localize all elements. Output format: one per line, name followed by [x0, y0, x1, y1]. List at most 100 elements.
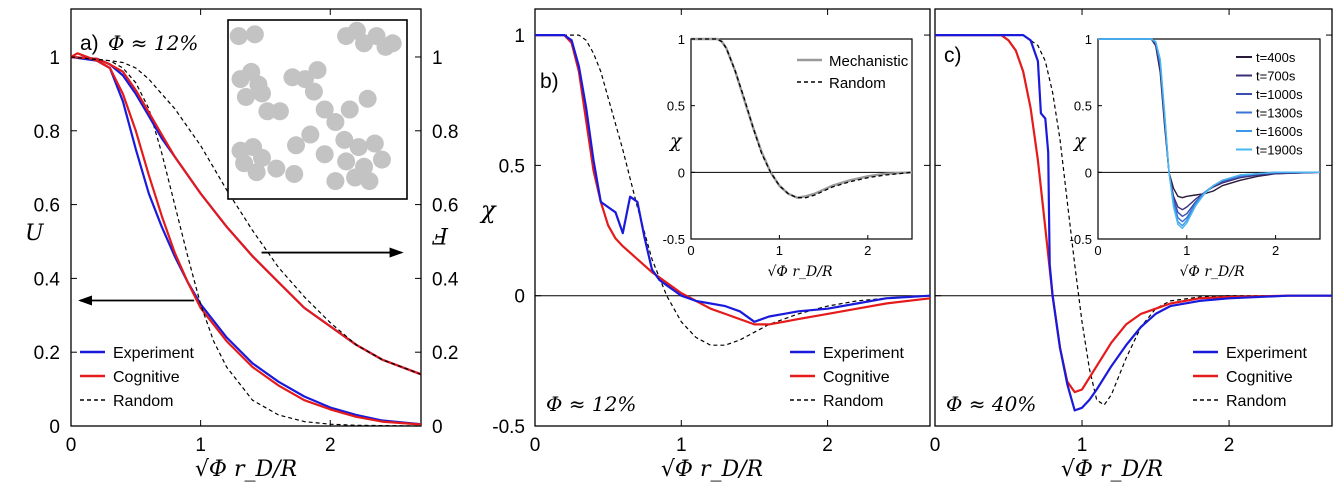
particle	[295, 70, 314, 89]
legend-label-cognitive: Cognitive	[1226, 369, 1293, 386]
y-tick-label-right: 0.4	[432, 269, 459, 290]
panel-b-ylabel: χ	[479, 196, 497, 224]
particle	[372, 150, 391, 169]
inset-y-tick-label: 1	[1085, 32, 1092, 47]
particle	[383, 34, 402, 53]
panel-b-inset-xlabel: √Φ r_D/R	[767, 264, 832, 280]
y-tick-label-left: 0.6	[34, 196, 60, 217]
panel-c-xlabel: √Φ r_D/R	[1061, 457, 1163, 482]
series-experiment	[935, 33, 1332, 412]
particle	[285, 164, 304, 183]
x-tick-label: 2	[822, 435, 833, 456]
inset-y-tick-label: 0.5	[1074, 99, 1092, 114]
panel-b-frame	[534, 8, 931, 427]
legend-label-cognitive: Cognitive	[113, 369, 180, 386]
inset-x-tick-label: 2	[1272, 243, 1279, 258]
panel-c-inset-frame	[1097, 38, 1321, 240]
particle	[308, 61, 327, 80]
inset-y-tick-label: -0.5	[663, 232, 685, 247]
inset-series-random	[691, 38, 913, 199]
panel-c-inset-xlabel: √Φ r_D/R	[1179, 264, 1244, 280]
x-tick-label: 0	[530, 435, 541, 456]
y-tick-label-left: 1	[49, 48, 60, 69]
panel-b-inset-legend: Mechanistic Random	[797, 53, 909, 92]
panel-b-inset: 0 1 2-0.500.51 χ √Φ r_D/R Mechanistic Rand…	[663, 32, 913, 280]
panel-a-ylabel-left: U	[25, 221, 45, 246]
panel-c-inset-axes: 0 1 2-0.500.51	[1070, 32, 1320, 258]
series-cognitive	[535, 33, 931, 326]
particle	[337, 152, 356, 171]
panel-b-inset-frame	[690, 38, 913, 240]
inset-x-tick-label: 1	[1183, 243, 1190, 258]
particle	[245, 25, 264, 44]
panel-c-annotation: Φ ≈ 40%	[946, 392, 1036, 416]
panel-b-inset-lines	[691, 37, 913, 199]
y-tick-label-right: 0	[432, 417, 443, 438]
panel-b-annotation: Φ ≈ 12%	[546, 392, 636, 416]
particle	[253, 148, 272, 167]
legend-label-t-700s: t=700s	[1256, 69, 1296, 84]
series-random-f	[70, 56, 422, 375]
series-random	[935, 34, 1332, 406]
panel-c-label: c)	[944, 44, 962, 67]
y-tick-label-left: 0.4	[34, 269, 61, 290]
particle	[236, 87, 255, 106]
particle	[235, 154, 254, 173]
panel-c-inset: 0 1 2-0.500.51 χ √Φ r_D/R t=400st=700st=10…	[1070, 32, 1321, 280]
panel-a-frame	[70, 8, 422, 427]
particle	[349, 138, 368, 157]
x-tick-label: 2	[1224, 435, 1235, 456]
series-cognitive-f	[70, 55, 422, 376]
panel-a-legend: Experiment Cognitive Random	[80, 345, 194, 410]
particle	[340, 100, 359, 119]
particle	[270, 102, 289, 121]
panel-a-label: a)	[80, 32, 99, 55]
particle	[304, 82, 323, 101]
panel-a-axes: 0 1 20 00.2 0.20.4 0.40.6 0.60.8 0.81 1	[34, 9, 459, 456]
series-cognitive-u	[70, 52, 422, 426]
y-tick-label-right: 0.2	[432, 343, 458, 364]
inset-y-tick-label: 0.5	[667, 99, 685, 114]
particle	[335, 130, 354, 149]
inset-x-tick-label: 0	[1094, 243, 1101, 258]
y-tick-label-left: 0.8	[34, 122, 60, 143]
inset-y-tick-label: 1	[678, 32, 685, 47]
y-tick-label-right: 0.6	[432, 196, 458, 217]
legend-label-random: Random	[829, 75, 886, 92]
panel-a-xlabel: √Φ r_D/R	[195, 457, 297, 482]
inset-y-tick-label: -0.5	[1070, 232, 1092, 247]
particle	[365, 134, 384, 153]
panel-b-legend: Experiment Cognitive Random	[790, 345, 904, 410]
panel-c-lines	[935, 33, 1332, 412]
particle	[360, 172, 379, 191]
particle	[315, 100, 334, 119]
particle	[258, 102, 277, 121]
panel-b-xlabel: √Φ r_D/R	[661, 457, 763, 482]
legend-label-mechanistic: Mechanistic	[829, 53, 909, 70]
inset-y-tick-label: 0	[1085, 165, 1092, 180]
legend-label-random: Random	[823, 393, 883, 410]
y-tick-label-left: 0.2	[34, 343, 60, 364]
x-tick-label: 2	[325, 435, 336, 456]
panel-c-inset-legend: t=400s t=700s t=1000s t=1300s t=1600s t=1900s	[1236, 50, 1303, 158]
particle	[326, 113, 345, 132]
series-experiment	[535, 33, 931, 323]
panel-c-frame	[934, 8, 1333, 427]
legend-label-t-1900s: t=1900s	[1256, 143, 1303, 158]
panel-b-label: b)	[540, 70, 559, 93]
x-tick-label: 1	[1077, 435, 1088, 456]
inset-y-tick-label: 0	[678, 165, 685, 180]
y-tick-label: 0	[514, 287, 525, 308]
particle	[247, 163, 266, 182]
panel-a-arrows	[78, 247, 404, 306]
y-tick-label-right: 0.8	[432, 122, 458, 143]
panel-b-lines	[535, 33, 931, 346]
particle	[287, 136, 306, 155]
legend-label-experiment: Experiment	[113, 345, 194, 362]
x-tick-label: 1	[676, 435, 687, 456]
inset-x-tick-label: 2	[864, 243, 871, 258]
panel-b-inset-axes: 0 1 2-0.500.51	[663, 32, 912, 258]
legend-label-t-1300s: t=1300s	[1256, 106, 1303, 121]
panel-c-inset-lines	[1098, 38, 1321, 230]
